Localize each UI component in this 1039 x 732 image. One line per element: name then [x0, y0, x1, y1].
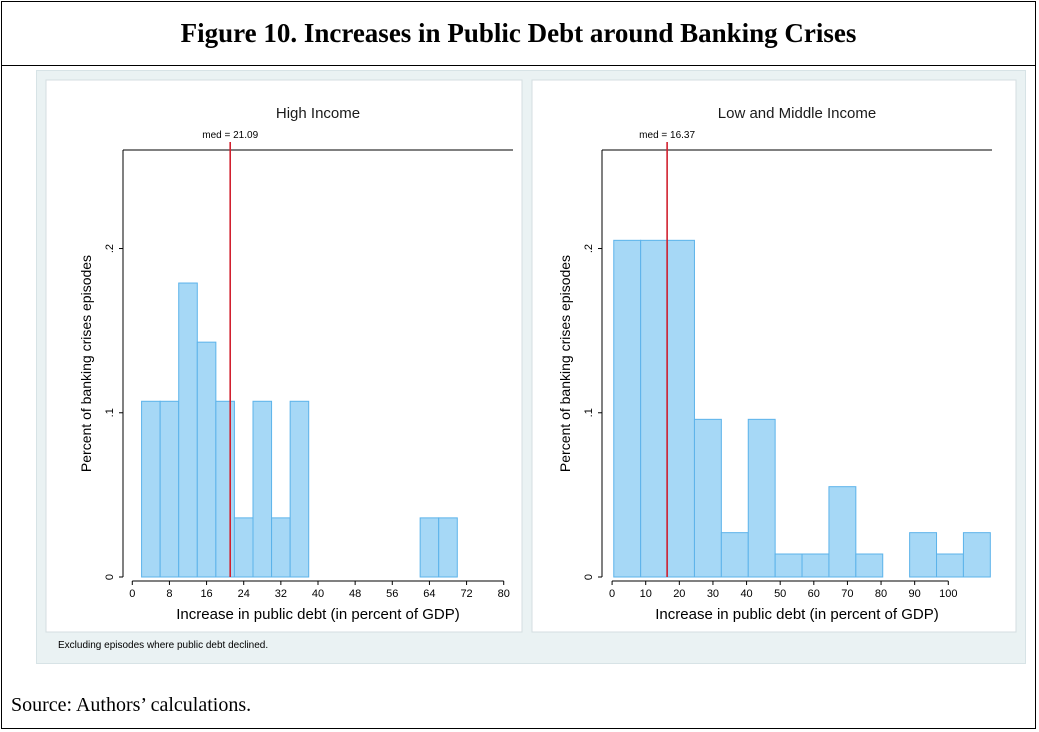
x-tick-label-low-3: 30	[707, 588, 719, 600]
figure-note: Excluding episodes where public debt dec…	[58, 640, 268, 651]
charts-svg: 0 8 16 24 32 40 48 56 64 72 80 0 .1 .2 med = 21.09 High…	[45, 79, 1017, 651]
bar-low-9	[855, 553, 884, 578]
y-tick-label-high-0: 0	[104, 574, 116, 580]
bar-high-4	[215, 400, 235, 578]
y-tick-label-low-1: .1	[583, 408, 595, 417]
y-tick-label-high-1: .1	[104, 408, 116, 417]
x-tick-label-high-7: 56	[386, 588, 398, 600]
bar-low-2	[667, 239, 695, 578]
x-tick-label-high-0: 0	[129, 588, 135, 600]
x-tick-label-high-5: 40	[312, 588, 324, 600]
bar-high-3	[196, 341, 217, 578]
x-tick-label-high-10: 80	[498, 588, 510, 600]
y-axis-title-high: Percent of banking crises episodes	[78, 255, 94, 472]
y-tick-label-low-2: .2	[583, 244, 595, 253]
chart-title-high: High Income	[276, 105, 360, 122]
bar-high-8	[289, 400, 310, 578]
chart-title-low: Low and Middle Income	[718, 105, 876, 122]
y-tick-label-high-2: .2	[104, 244, 116, 253]
x-axis-title-low: Increase in public debt (in percent of G…	[655, 606, 938, 623]
bar-high-5	[233, 517, 254, 578]
x-tick-label-low-7: 70	[841, 588, 853, 600]
x-tick-label-high-6: 48	[349, 588, 361, 600]
bar-low-11	[909, 532, 938, 578]
bar-low-8	[828, 486, 857, 578]
bar-high-7	[271, 517, 291, 578]
bar-high-2	[178, 282, 198, 578]
x-tick-label-high-3: 24	[238, 588, 250, 600]
bar-low-5	[747, 418, 776, 578]
x-tick-label-low-4: 40	[740, 588, 752, 600]
x-tick-label-high-1: 8	[166, 588, 172, 600]
x-tick-label-low-9: 90	[909, 588, 921, 600]
x-axis-title-high: Increase in public debt (in percent of G…	[176, 606, 459, 623]
bar-high-0	[141, 400, 161, 578]
bar-high-6	[252, 400, 273, 578]
figure-title: Figure 10. Increases in Public Debt arou…	[180, 18, 857, 48]
bar-low-13	[962, 532, 991, 578]
source-note: Source: Authors’ calculations.	[11, 694, 252, 716]
y-axis-title-low: Percent of banking crises episodes	[557, 255, 573, 472]
bar-low-7	[801, 553, 830, 578]
x-tick-label-low-6: 60	[808, 588, 820, 600]
x-tick-label-low-8: 80	[875, 588, 887, 600]
bar-low-3	[693, 418, 722, 578]
x-tick-label-low-10: 100	[939, 588, 957, 600]
y-tick-label-low-0: 0	[583, 574, 595, 580]
x-tick-label-low-1: 10	[640, 588, 652, 600]
bar-high-9	[419, 517, 440, 578]
x-tick-label-high-9: 72	[460, 588, 472, 600]
x-tick-label-high-8: 64	[423, 588, 435, 600]
bar-high-1	[159, 400, 180, 578]
x-tick-label-low-5: 50	[774, 588, 786, 600]
bar-low-6	[774, 553, 803, 578]
median-label-low: med = 16.37	[639, 130, 695, 141]
figure-title-row: Figure 10. Increases in Public Debt arou…	[2, 2, 1035, 66]
bar-high-10	[438, 517, 458, 578]
bar-low-4	[720, 532, 749, 578]
median-label-high: med = 21.09	[202, 130, 258, 141]
bar-low-1	[640, 239, 669, 578]
x-tick-label-high-4: 32	[275, 588, 287, 600]
x-tick-label-low-2: 20	[673, 588, 685, 600]
bar-low-12	[936, 553, 964, 578]
x-tick-label-high-2: 16	[200, 588, 212, 600]
bar-low-0	[613, 239, 642, 578]
x-tick-label-low-0: 0	[609, 588, 615, 600]
